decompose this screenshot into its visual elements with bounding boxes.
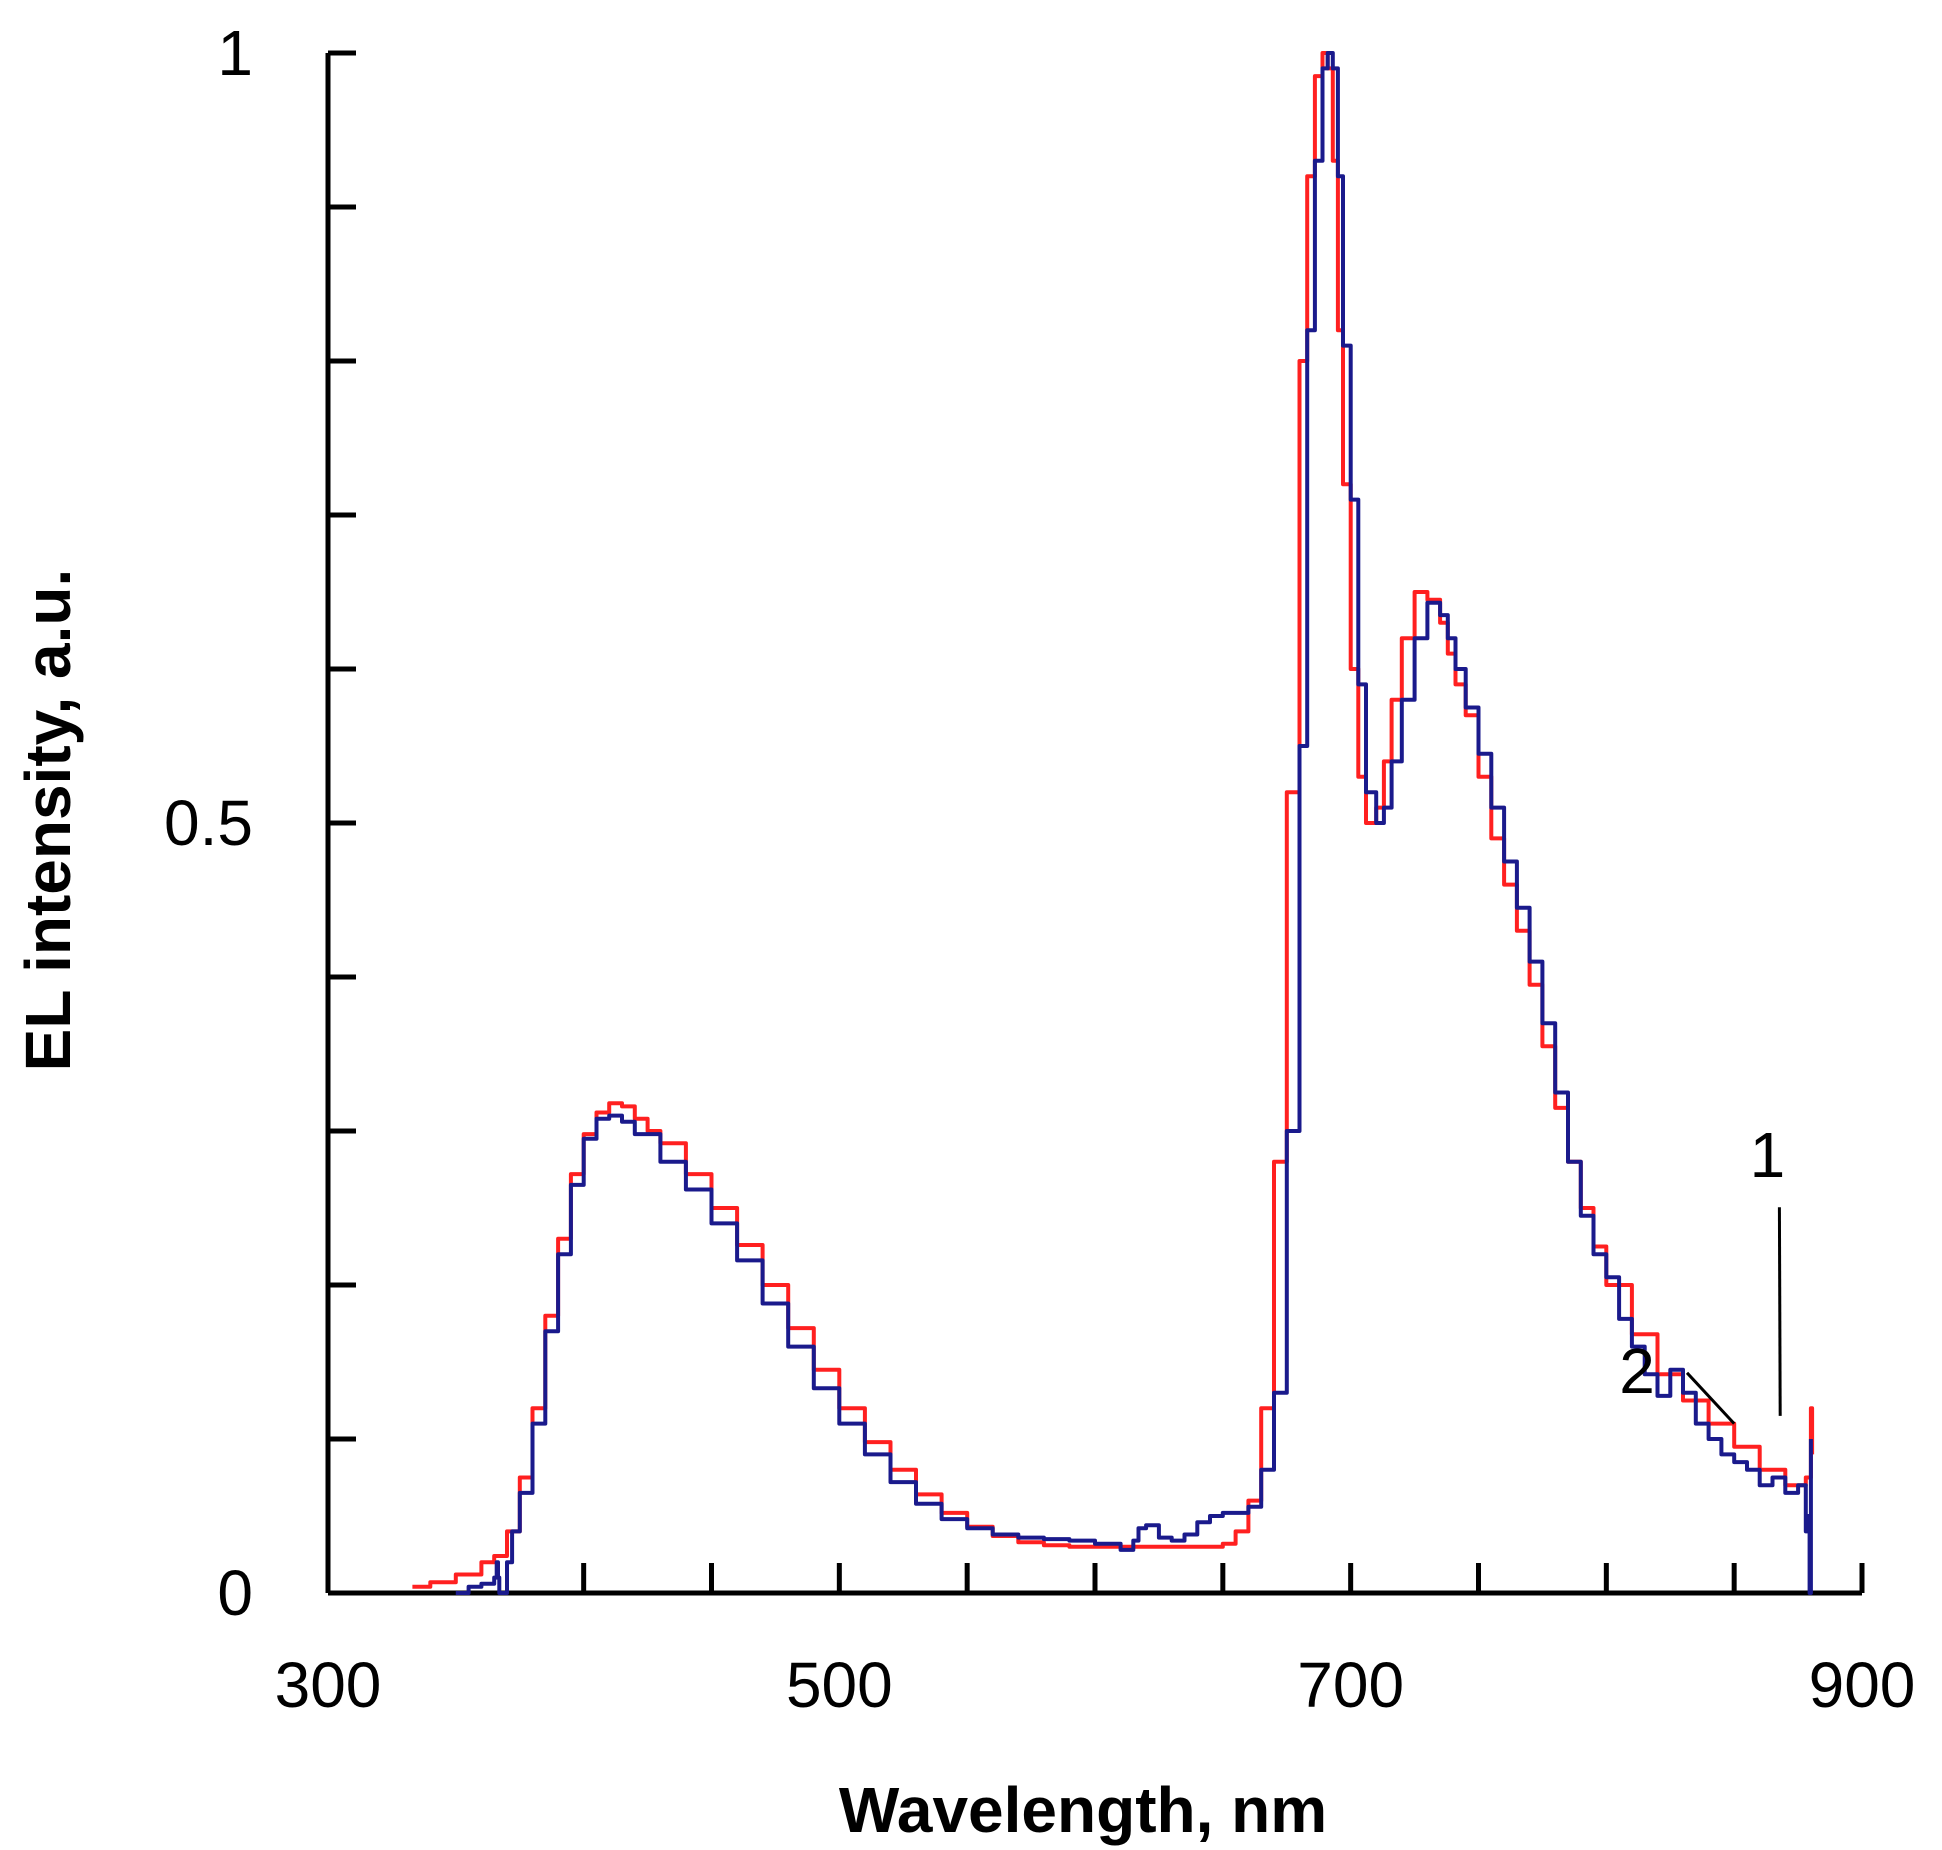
y-tick-label: 1 xyxy=(217,17,253,89)
annotation-label-2: 2 xyxy=(1619,1335,1655,1407)
x-tick-label: 300 xyxy=(275,1649,382,1721)
y-tick-label: 0.5 xyxy=(164,787,253,859)
x-tick-label: 500 xyxy=(786,1649,893,1721)
x-axis-title: Wavelength, nm xyxy=(839,1774,1327,1846)
annotation-label-1: 1 xyxy=(1750,1119,1786,1191)
tick-labels: 0 0.5 1 300 500 700 900 xyxy=(164,17,1915,1721)
series-group xyxy=(412,51,1815,1595)
ticks xyxy=(328,50,1865,1593)
series-line-2 xyxy=(455,51,1813,1595)
annotation-leader-2 xyxy=(1685,1371,1736,1425)
x-tick-label: 900 xyxy=(1809,1649,1916,1721)
x-tick-label: 700 xyxy=(1297,1649,1404,1721)
annotation-group: 12 xyxy=(1619,1119,1786,1425)
y-axis-title: EL intensity, a.u. xyxy=(12,569,84,1072)
annotation-leader-1 xyxy=(1777,1207,1782,1416)
y-tick-label: 0 xyxy=(217,1557,253,1629)
